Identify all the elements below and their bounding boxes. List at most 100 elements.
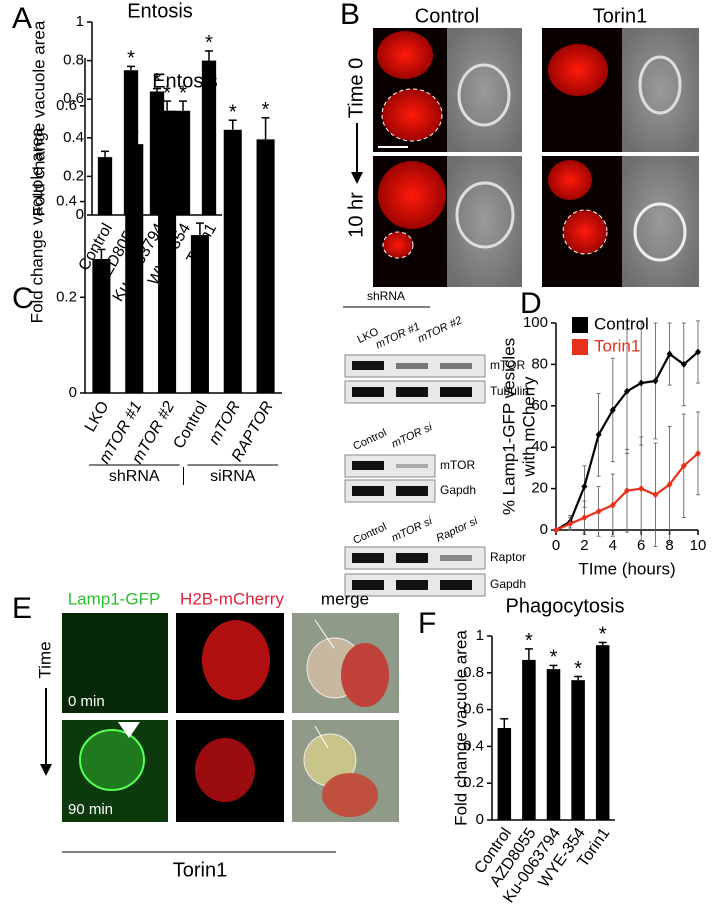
y-tick-label: 0.6 — [463, 701, 484, 718]
panel-letter: E — [12, 592, 32, 625]
y-tick-label: 0.6 — [63, 90, 84, 107]
nucleus — [202, 620, 270, 700]
bar — [92, 259, 111, 393]
y-axis-label: Fold change vacuole area — [29, 20, 48, 216]
arrow-head — [351, 172, 363, 184]
bar — [595, 645, 610, 820]
y-tick-label: 1 — [476, 627, 484, 644]
marker — [609, 501, 616, 509]
blot-header: shRNA — [367, 289, 405, 303]
image — [622, 156, 699, 287]
x-tick-label: 4 — [609, 537, 617, 554]
y-tick-label: 60 — [531, 397, 548, 414]
x-tick-label: 10 — [690, 537, 707, 554]
x-tick-label: 6 — [637, 537, 645, 554]
pointer — [314, 725, 329, 749]
bar — [201, 60, 217, 215]
time-label: 0 min — [68, 693, 105, 710]
bar — [571, 680, 585, 820]
row-label: 10 hr — [345, 192, 367, 238]
chart-title: Entosis — [152, 70, 218, 92]
arrowhead-marker — [118, 722, 140, 738]
band — [440, 555, 472, 561]
nucleus — [322, 773, 378, 817]
significance: * — [262, 99, 270, 121]
protein-label: Tubulin — [490, 384, 529, 398]
band — [396, 486, 428, 496]
chart-title: Phagocytosis — [506, 595, 625, 617]
y-tick-label: 0 — [69, 384, 77, 401]
marker — [595, 431, 602, 439]
band — [396, 580, 428, 590]
y-tick-label: 0 — [76, 206, 84, 223]
legend-label: Torin1 — [594, 336, 640, 355]
treatment-label: Torin1 — [173, 859, 227, 881]
band — [440, 387, 472, 397]
y-tick-label: 80 — [531, 355, 548, 372]
y-tick-label: 0.8 — [63, 52, 84, 69]
marker — [567, 520, 574, 528]
band — [352, 361, 384, 370]
lane-label: mTOR #2 — [416, 314, 464, 345]
column-label: merge — [321, 589, 369, 608]
bar — [190, 235, 209, 393]
panel-e: Lamp1-GFP H2B-mCherry merge Time 0 min 9… — [35, 589, 399, 881]
bar — [97, 157, 113, 215]
y-tick-label: 0.2 — [63, 167, 84, 184]
y-tick-label: 1 — [76, 13, 84, 30]
cell — [638, 55, 682, 115]
band — [352, 553, 384, 563]
cell — [457, 63, 511, 127]
y-tick-label: 0 — [540, 521, 548, 538]
bar — [546, 669, 561, 820]
column-label: H2B-mCherry — [180, 589, 284, 608]
row-label: Time 0 — [345, 58, 367, 118]
panel-letter: F — [418, 607, 436, 640]
marker — [666, 480, 673, 488]
marker — [652, 491, 659, 499]
marker — [695, 449, 701, 457]
column-label: Lamp1-GFP — [68, 589, 161, 608]
band — [440, 580, 472, 590]
marker — [666, 350, 673, 358]
panel-b: Control Torin1 Time 0 10 hr — [345, 5, 699, 287]
marker — [624, 387, 630, 395]
marker — [624, 487, 630, 495]
protein-label: Gapdh — [440, 483, 476, 497]
nucleus — [378, 161, 446, 229]
lane-label: mTOR si — [390, 421, 435, 450]
significance: * — [205, 32, 213, 54]
significance: * — [574, 658, 582, 680]
blot — [344, 454, 436, 478]
band — [396, 464, 428, 468]
axis-label: Time — [35, 641, 54, 678]
outline — [381, 88, 443, 142]
lane-label: mTOR si — [390, 515, 435, 544]
bar — [256, 139, 275, 393]
marker — [638, 379, 645, 387]
nucleus — [562, 209, 608, 255]
marker — [553, 526, 559, 534]
band — [396, 363, 428, 369]
group-label: shRNA — [109, 468, 160, 485]
legend-swatch — [572, 317, 588, 333]
chart-title: Entosis — [127, 0, 193, 22]
y-tick-label: 0.4 — [463, 737, 484, 754]
nucleus — [382, 89, 442, 141]
legend-swatch — [572, 339, 588, 355]
y-tick-label: 40 — [531, 438, 548, 455]
cell — [633, 202, 687, 262]
nucleus — [195, 738, 255, 802]
y-tick-label: 0 — [476, 811, 484, 828]
band — [396, 553, 428, 563]
x-tick-label: 0 — [552, 537, 560, 554]
protein-label: mTOR — [490, 358, 525, 372]
image — [622, 28, 699, 152]
band — [352, 461, 384, 470]
bar — [175, 110, 191, 215]
marker — [695, 348, 701, 356]
cell — [455, 181, 515, 249]
marker — [595, 507, 602, 515]
significance: * — [599, 624, 607, 646]
nucleus — [382, 231, 414, 259]
